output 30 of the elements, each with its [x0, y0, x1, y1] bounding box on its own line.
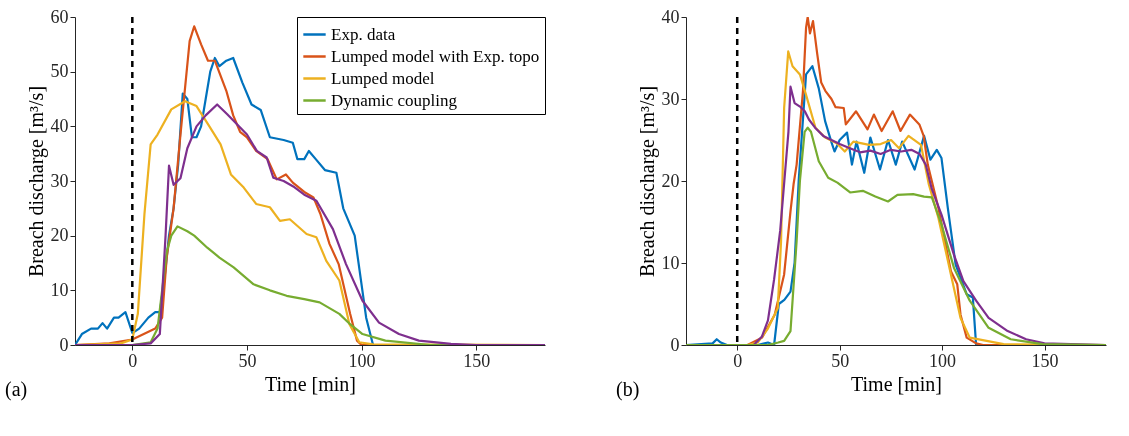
y-tick-label: 10 [661, 252, 680, 273]
legend-label: Exp. data [331, 24, 396, 44]
y-axis-title: Breach discharge [m³/s] [635, 85, 659, 278]
x-axis-title: Time [min] [851, 372, 942, 395]
y-tick-label: 0 [59, 334, 69, 355]
x-tick-label: 150 [1031, 350, 1059, 371]
y-tick-label: 10 [50, 279, 69, 300]
y-tick-label: 40 [661, 6, 680, 27]
y-tick-label: 30 [50, 170, 69, 191]
y-tick-label: 30 [661, 88, 680, 109]
legend-label: Dynamic coupling [331, 90, 458, 110]
y-tick-label: 40 [50, 115, 69, 136]
x-tick-label: 0 [128, 350, 138, 371]
x-tick-label: 50 [238, 350, 257, 371]
y-tick-label: 60 [50, 6, 69, 27]
x-tick-label: 100 [348, 350, 376, 371]
text: (b) [616, 378, 640, 401]
legend-label: Lumped model with Exp. topo [331, 46, 540, 66]
x-axis-title: Time [min] [265, 372, 356, 395]
y-tick-label: 20 [661, 170, 680, 191]
y-tick-label: 20 [50, 225, 69, 246]
y-axis-title: Breach discharge [m³/s] [24, 85, 48, 278]
legend-label: Lumped model [331, 68, 435, 88]
x-tick-label: 0 [733, 350, 743, 371]
text: (a) [5, 378, 28, 401]
y-tick-label: 50 [50, 61, 69, 82]
x-tick-label: 100 [929, 350, 957, 371]
x-tick-label: 50 [831, 350, 850, 371]
y-tick-label: 0 [670, 334, 680, 355]
x-tick-label: 150 [463, 350, 491, 371]
